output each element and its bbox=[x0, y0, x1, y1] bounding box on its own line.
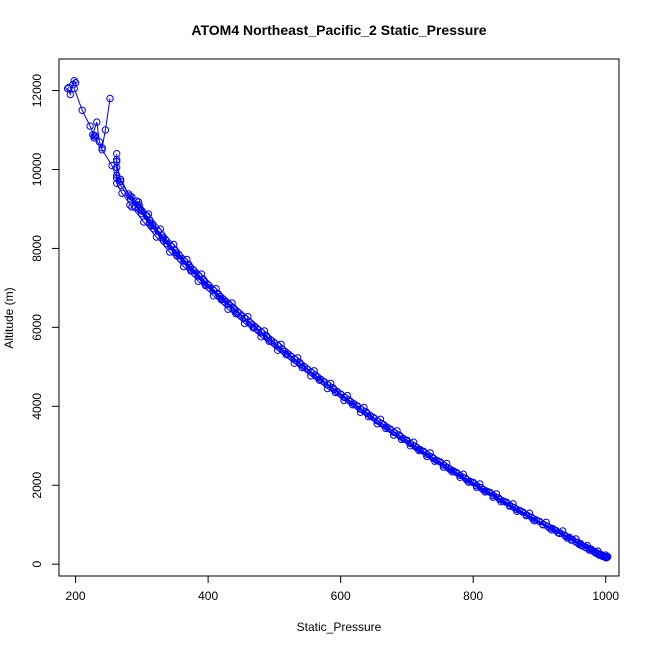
data-point bbox=[86, 122, 94, 130]
data-point bbox=[344, 396, 353, 404]
y-axis-label: Altitude (m) bbox=[2, 287, 16, 348]
series-2 bbox=[113, 155, 610, 562]
series-8 bbox=[128, 193, 609, 561]
series-line bbox=[73, 88, 608, 558]
y-tick-label: 0 bbox=[30, 561, 44, 568]
data-point bbox=[199, 275, 208, 284]
y-tick-label: 12000 bbox=[30, 74, 44, 108]
data-point bbox=[70, 77, 78, 85]
series-3 bbox=[113, 150, 609, 560]
x-tick-label: 200 bbox=[66, 589, 86, 603]
series-10 bbox=[89, 94, 114, 152]
data-point bbox=[146, 216, 154, 224]
data-point bbox=[224, 300, 232, 308]
data-point bbox=[71, 79, 80, 87]
data-point bbox=[585, 545, 593, 553]
y-tick-label: 6000 bbox=[30, 314, 44, 341]
data-point bbox=[477, 484, 485, 492]
data-point bbox=[214, 290, 222, 298]
data-point bbox=[510, 504, 518, 512]
data-point bbox=[113, 150, 121, 158]
data-point bbox=[543, 522, 552, 530]
series-line bbox=[129, 200, 604, 557]
data-point bbox=[283, 350, 292, 358]
data-point bbox=[278, 345, 286, 353]
data-point bbox=[529, 515, 537, 523]
y-tick-label: 2000 bbox=[30, 472, 44, 499]
data-point bbox=[95, 138, 104, 146]
data-point bbox=[116, 177, 125, 186]
data-point bbox=[262, 332, 271, 340]
series-7 bbox=[131, 203, 611, 562]
y-tick-label: 4000 bbox=[30, 393, 44, 420]
data-point bbox=[250, 323, 259, 331]
data-point bbox=[126, 192, 134, 200]
y-tick-label: 8000 bbox=[30, 235, 44, 262]
data-point bbox=[444, 464, 452, 472]
data-point bbox=[134, 198, 143, 206]
data-point bbox=[101, 126, 110, 134]
data-point bbox=[66, 90, 75, 99]
data-point bbox=[545, 524, 554, 532]
data-point bbox=[411, 442, 419, 450]
data-point bbox=[131, 203, 139, 211]
chart-title: ATOM4 Northeast_Pacific_2 Static_Pressur… bbox=[191, 22, 486, 38]
series-line bbox=[131, 196, 606, 558]
data-point bbox=[567, 536, 575, 544]
plot-frame bbox=[58, 58, 620, 577]
data-point bbox=[171, 246, 179, 254]
series-line bbox=[116, 161, 608, 558]
series-line bbox=[116, 153, 605, 557]
data-point bbox=[78, 106, 86, 115]
series-layer bbox=[63, 77, 612, 562]
series-1 bbox=[70, 84, 611, 561]
data-point bbox=[295, 358, 304, 367]
data-point bbox=[244, 313, 252, 321]
series-4 bbox=[113, 157, 612, 561]
x-tick-label: 400 bbox=[198, 589, 218, 603]
data-point bbox=[461, 474, 469, 482]
data-point bbox=[494, 494, 503, 502]
data-point bbox=[554, 528, 562, 537]
series-6 bbox=[134, 198, 610, 559]
series-line bbox=[116, 159, 606, 558]
series-line bbox=[134, 206, 607, 559]
data-point bbox=[395, 431, 403, 439]
x-tick-label: 1000 bbox=[592, 589, 619, 603]
data-point bbox=[185, 260, 193, 269]
data-point bbox=[89, 131, 97, 139]
x-axis-label: Static_Pressure bbox=[297, 620, 382, 634]
data-point bbox=[329, 384, 337, 392]
series-5 bbox=[126, 197, 607, 560]
series-line bbox=[138, 201, 606, 556]
data-point bbox=[108, 161, 116, 170]
x-tick-label: 800 bbox=[463, 589, 483, 603]
data-point bbox=[595, 550, 603, 558]
data-point bbox=[245, 318, 253, 326]
data-point bbox=[428, 453, 436, 461]
data-point bbox=[362, 408, 370, 416]
data-point bbox=[561, 531, 569, 540]
data-point bbox=[601, 553, 609, 561]
y-axis: 0 2000 4000 6000 8000 10000 12000 bbox=[30, 74, 60, 568]
data-point bbox=[128, 193, 136, 201]
series-9 bbox=[63, 77, 80, 99]
data-point bbox=[106, 94, 114, 103]
data-point bbox=[138, 207, 146, 215]
x-tick-label: 600 bbox=[331, 589, 351, 603]
data-point bbox=[378, 420, 386, 428]
data-point bbox=[229, 303, 238, 312]
data-point bbox=[135, 201, 143, 209]
y-tick-label: 10000 bbox=[30, 152, 44, 186]
data-point bbox=[98, 144, 106, 152]
data-point bbox=[311, 371, 320, 379]
data-point bbox=[93, 118, 101, 126]
data-point bbox=[113, 157, 121, 166]
data-point bbox=[574, 538, 582, 547]
data-point bbox=[63, 84, 72, 93]
x-axis: 200 400 600 800 1000 bbox=[66, 575, 619, 603]
data-point bbox=[158, 231, 166, 239]
data-point bbox=[527, 513, 536, 521]
